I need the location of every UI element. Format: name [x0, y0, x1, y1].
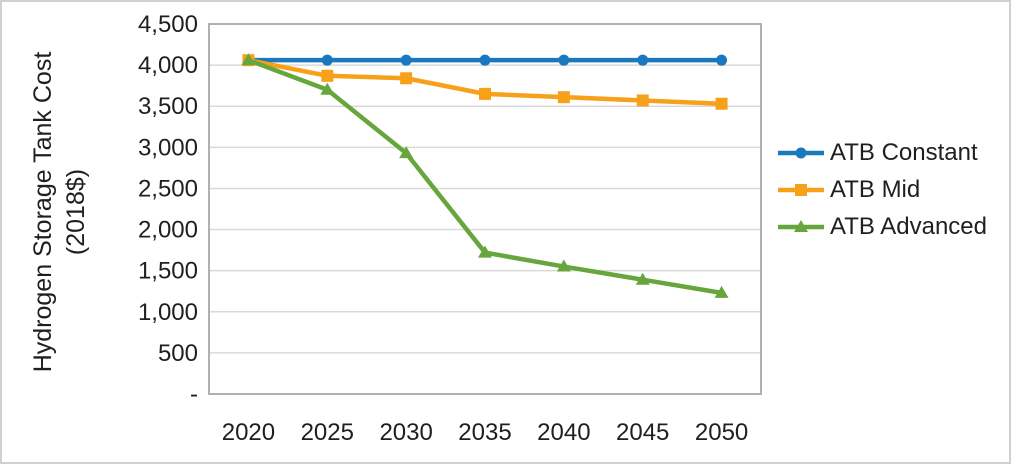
data-point-circle-atb-constant [400, 54, 412, 66]
data-point-square-atb-mid [321, 69, 334, 82]
y-tick-label: 4,000 [138, 52, 198, 79]
data-point-circle-atb-constant [321, 54, 333, 66]
y-tick-label: 4,500 [138, 11, 198, 38]
data-point-circle-atb-constant [558, 54, 570, 66]
legend: ATB Constant ATB Mid ATB Advanced [777, 134, 987, 245]
x-tick-label: 2020 [222, 419, 275, 446]
data-point-triangle-atb-advanced [714, 285, 729, 298]
legend-triangle-marker-icon [778, 219, 824, 232]
y-axis-title: Hydrogen Storage Tank Cost (2018$) [27, 52, 93, 373]
data-point-square-atb-mid [715, 97, 728, 110]
y-tick-label: 3,000 [138, 134, 198, 161]
y-tick-label: 2,000 [138, 217, 198, 244]
y-axis-title-line1: Hydrogen Storage Tank Cost [29, 51, 57, 373]
legend-label-atb-mid: ATB Mid [830, 175, 921, 203]
data-point-triangle-atb-advanced [478, 245, 492, 258]
y-tick-label: 2,500 [138, 175, 198, 202]
y-tick-label: 3,500 [138, 93, 198, 120]
legend-circle-marker-icon [778, 147, 824, 158]
data-point-square-atb-mid [400, 72, 413, 85]
data-point-triangle-atb-advanced [399, 146, 414, 159]
data-point-circle-atb-constant [716, 54, 728, 66]
legend-label-atb-constant: ATB Constant [830, 138, 978, 166]
data-point-triangle-atb-advanced [635, 272, 650, 285]
plot-border [208, 23, 762, 395]
x-tick-label: 2050 [695, 419, 748, 446]
legend-item-atb-mid: ATB Mid [777, 171, 987, 208]
y-tick-label: 1,000 [138, 299, 198, 326]
legend-item-atb-advanced: ATB Advanced [777, 208, 987, 245]
data-point-square-atb-mid [557, 91, 570, 104]
x-tick-label: 2025 [301, 419, 354, 446]
legend-item-atb-constant: ATB Constant [777, 134, 987, 171]
data-point-square-atb-mid [479, 87, 491, 100]
data-point-triangle-atb-advanced [320, 82, 335, 95]
legend-label-atb-advanced: ATB Advanced [830, 212, 987, 240]
x-tick-label: 2045 [616, 419, 669, 446]
y-tick-label: 1,500 [138, 258, 198, 285]
data-point-circle-atb-constant [479, 54, 491, 66]
x-tick-label: 2035 [458, 419, 511, 446]
y-axis-title-line2: (2018$) [62, 168, 90, 256]
data-point-triangle-atb-advanced [241, 53, 256, 66]
data-point-circle-atb-constant [637, 54, 649, 66]
legend-square-marker-icon [778, 183, 824, 196]
x-tick-label: 2040 [537, 419, 590, 446]
x-tick-label: 2030 [379, 419, 432, 446]
data-point-square-atb-mid [636, 94, 649, 107]
y-tick-label: 500 [158, 340, 198, 367]
data-point-triangle-atb-advanced [556, 259, 571, 272]
y-tick-label: - [190, 381, 198, 408]
